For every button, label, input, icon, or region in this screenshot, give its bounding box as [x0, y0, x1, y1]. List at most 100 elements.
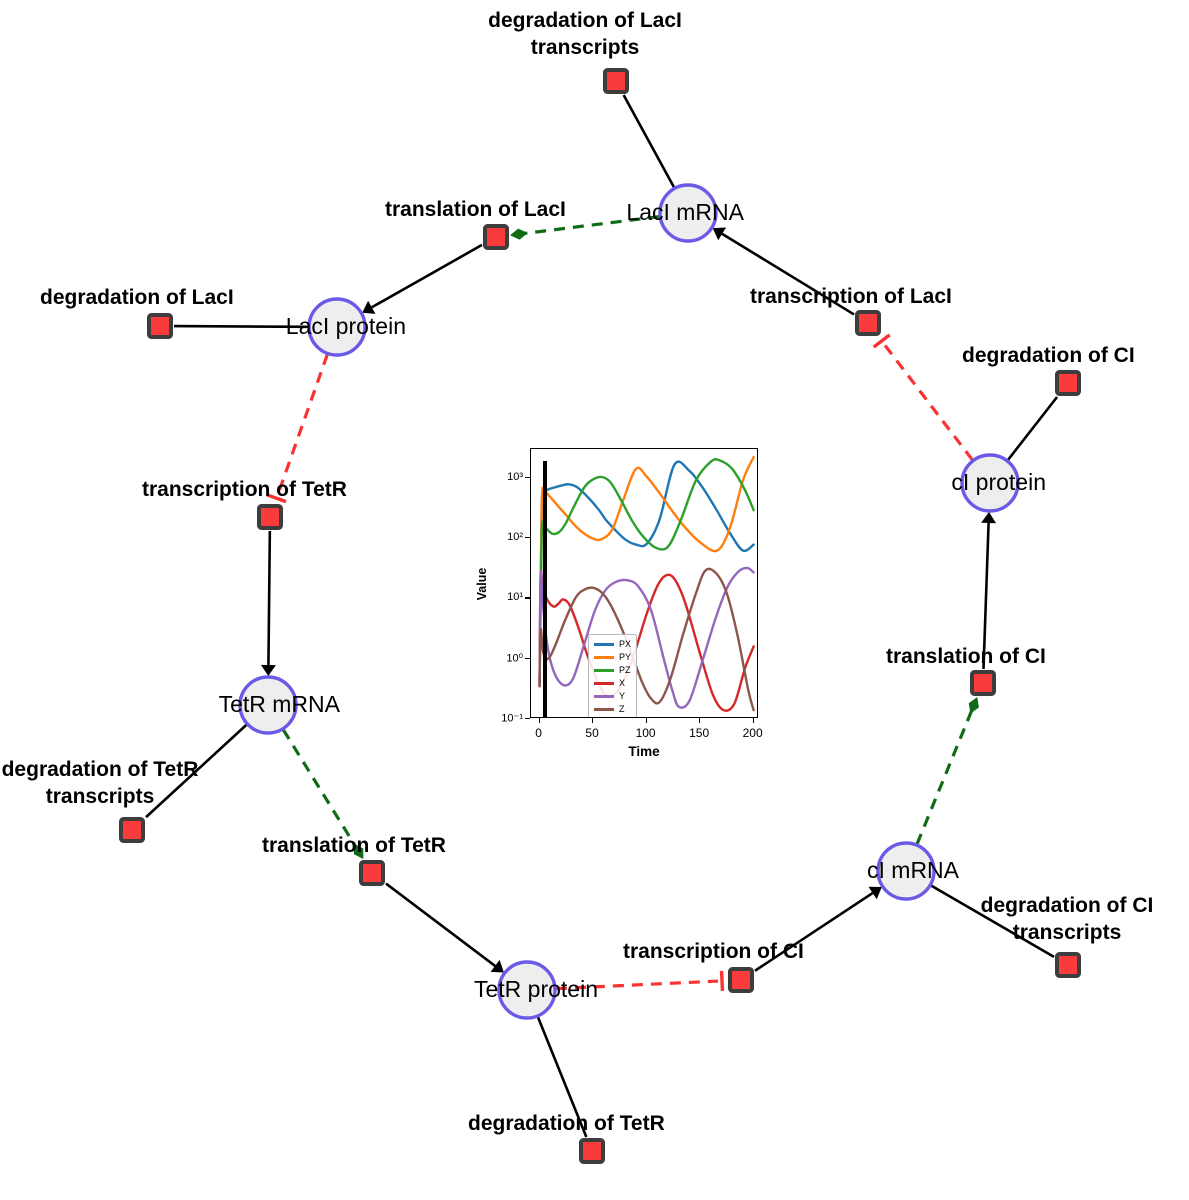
legend-color-swatch — [594, 656, 614, 659]
legend-label: Y — [619, 691, 626, 701]
reaction-square[interactable] — [359, 860, 385, 886]
reaction-label: transcription of LacI — [750, 285, 952, 308]
species-node[interactable] — [658, 183, 718, 243]
edge-inhibit — [555, 979, 719, 991]
reaction-square[interactable] — [119, 817, 145, 843]
edge-plain — [622, 94, 676, 189]
chart-series-Y — [538, 566, 755, 709]
edge-catalyst — [281, 728, 360, 853]
reaction-node[interactable] — [579, 1138, 605, 1164]
reaction-square[interactable] — [603, 68, 629, 94]
reaction-label: transcription of CI — [623, 940, 804, 963]
reaction-square[interactable] — [855, 310, 881, 336]
reaction-node[interactable] — [147, 313, 173, 339]
node-layer — [119, 68, 1081, 1164]
species-node[interactable] — [307, 297, 367, 357]
reaction-square[interactable] — [970, 670, 996, 696]
species-label: LacI mRNA — [626, 199, 744, 225]
chart-series-Z — [538, 567, 755, 712]
reaction-square[interactable] — [579, 1138, 605, 1164]
reaction-label: translation of CI — [886, 645, 1046, 668]
species-node[interactable] — [960, 453, 1020, 513]
chart-legend-item: PX — [592, 638, 631, 651]
legend-label: PZ — [619, 665, 631, 675]
reaction-node[interactable] — [359, 860, 385, 886]
reaction-square[interactable] — [483, 224, 509, 250]
chart-x-tick: 50 — [585, 726, 599, 740]
chart-x-tick: 150 — [689, 726, 710, 740]
reaction-square[interactable] — [257, 504, 283, 530]
legend-color-swatch — [594, 708, 614, 711]
chart-y-tick: 10² — [507, 531, 523, 544]
arrowhead-triangle-icon — [490, 959, 504, 973]
edge-plain — [754, 891, 874, 972]
species-circle[interactable] — [960, 453, 1020, 513]
reaction-node[interactable] — [728, 967, 754, 993]
label-layer: LacI mRNA LacI protein TetR mRNA TetR prote… — [2, 9, 1154, 1135]
legend-label: X — [619, 678, 626, 688]
reaction-node[interactable] — [1055, 370, 1081, 396]
reaction-node[interactable] — [483, 224, 509, 250]
reaction-node[interactable] — [970, 670, 996, 696]
chart-y-tick-mark — [525, 537, 530, 539]
reaction-node[interactable] — [1055, 952, 1081, 978]
reaction-square[interactable] — [728, 967, 754, 993]
chart-legend-item: PZ — [592, 664, 631, 677]
reaction-square[interactable] — [1055, 370, 1081, 396]
chart-y-tick: 10⁰ — [506, 652, 523, 665]
reaction-node[interactable] — [119, 817, 145, 843]
species-node[interactable] — [497, 960, 557, 1020]
species-circle[interactable] — [876, 841, 936, 901]
chart-x-tick: 0 — [535, 726, 542, 740]
species-label: LacI protein — [286, 313, 406, 339]
arrowhead-triangle-icon — [981, 511, 997, 524]
edge-plain — [173, 324, 309, 329]
species-label: TetR protein — [474, 976, 598, 1002]
reaction-node[interactable] — [603, 68, 629, 94]
chart-y-tick-mark — [525, 718, 530, 720]
chart-y-tick: 10³ — [507, 470, 523, 483]
edge-inhibit — [276, 353, 329, 496]
legend-label: PY — [619, 652, 632, 662]
arrowhead-diamond-icon — [353, 843, 364, 859]
reaction-square[interactable] — [1055, 952, 1081, 978]
species-circle[interactable] — [307, 297, 367, 357]
edge-catalyst — [518, 215, 660, 236]
chart-y-tick-mark — [525, 476, 530, 478]
edge-inhibit — [882, 343, 974, 461]
arrowhead-triangle-icon — [362, 300, 376, 314]
arrowhead-diamond-icon — [510, 228, 528, 240]
chart-plot-area: PX PY PZ X Y Z — [530, 448, 758, 718]
edge-plain — [721, 232, 855, 316]
chart-legend-item: PY — [592, 651, 631, 664]
chart-x-axis-title: Time — [628, 744, 660, 759]
species-node[interactable] — [238, 675, 298, 735]
edge-plain — [371, 243, 483, 309]
arrowhead-triangle-icon — [712, 227, 727, 241]
chart-x-tick: 200 — [742, 726, 763, 740]
species-node[interactable] — [876, 841, 936, 901]
species-label: cI protein — [951, 469, 1046, 495]
reaction-node[interactable] — [257, 504, 283, 530]
chart-legend-item: X — [592, 677, 631, 690]
species-circle[interactable] — [238, 675, 298, 735]
chart-y-tick-mark — [525, 657, 530, 659]
species-circle[interactable] — [497, 960, 557, 1020]
arrowhead-tbar-icon — [872, 333, 891, 349]
reaction-label: degradation of TetR transcripts — [2, 758, 199, 808]
chart-legend-item: Y — [592, 690, 631, 703]
reaction-node[interactable] — [855, 310, 881, 336]
reaction-label: degradation of LacI — [40, 286, 234, 309]
reaction-square[interactable] — [147, 313, 173, 339]
species-circle[interactable] — [658, 183, 718, 243]
chart-x-tick-mark — [592, 718, 594, 723]
edge-plain — [145, 723, 248, 819]
reaction-label: degradation of TetR — [468, 1112, 665, 1135]
reaction-label: degradation of CI — [962, 344, 1135, 367]
legend-color-swatch — [594, 695, 614, 698]
chart-y-tick-mark — [525, 597, 530, 599]
edge-catalyst — [915, 704, 976, 845]
edge-plain — [536, 1016, 588, 1138]
legend-color-swatch — [594, 669, 614, 672]
